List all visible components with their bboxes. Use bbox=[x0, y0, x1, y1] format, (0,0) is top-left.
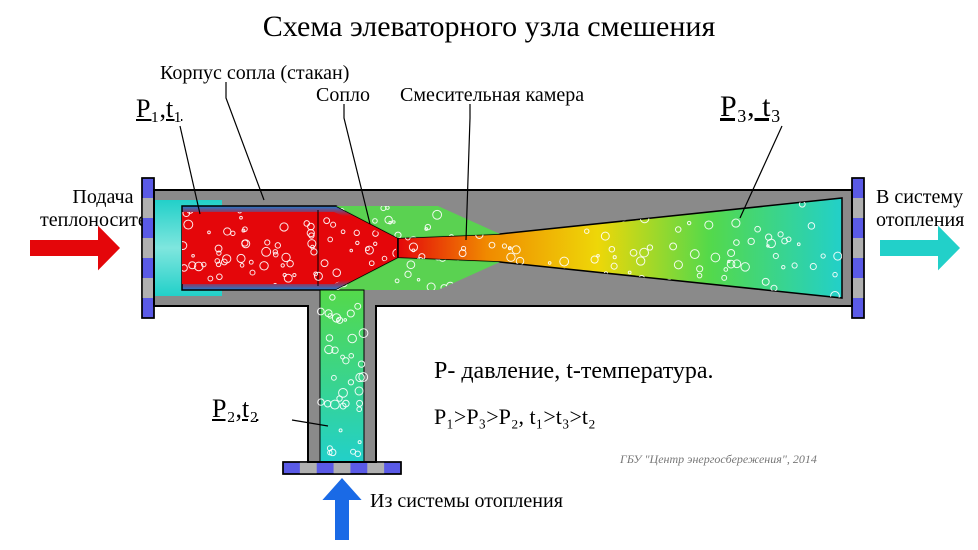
arrow-supply bbox=[30, 226, 120, 271]
flange bbox=[142, 178, 154, 318]
elevator-diagram-svg bbox=[0, 0, 978, 550]
flange bbox=[852, 178, 864, 318]
flange bbox=[283, 462, 401, 474]
arrow-to-system bbox=[880, 226, 960, 271]
arrow-from-system bbox=[322, 478, 361, 540]
leader-nozzle-body bbox=[226, 82, 264, 200]
